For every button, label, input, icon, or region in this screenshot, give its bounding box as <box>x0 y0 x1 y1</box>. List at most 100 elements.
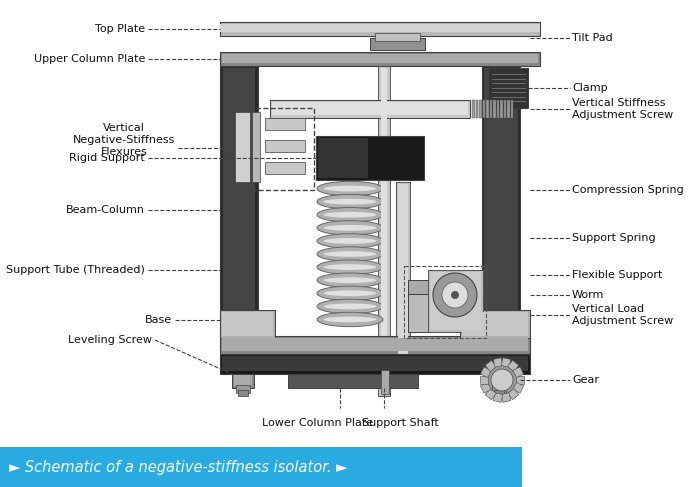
Bar <box>381 68 387 394</box>
Bar <box>513 382 524 393</box>
Bar <box>396 182 410 360</box>
Bar <box>220 66 258 336</box>
Bar <box>238 390 248 396</box>
Bar <box>223 68 255 334</box>
Bar <box>430 272 481 330</box>
Ellipse shape <box>317 207 383 222</box>
Bar <box>408 294 478 332</box>
Text: Leveling Screw: Leveling Screw <box>68 335 152 345</box>
Bar <box>508 360 519 372</box>
Bar <box>480 382 491 393</box>
Ellipse shape <box>323 303 377 309</box>
Ellipse shape <box>323 277 377 283</box>
Bar <box>480 367 491 377</box>
Bar <box>482 66 520 336</box>
Text: Rigid Support: Rigid Support <box>69 153 145 163</box>
Text: Support Shaft: Support Shaft <box>362 418 438 428</box>
Bar <box>220 24 540 32</box>
Bar <box>236 385 250 393</box>
Bar <box>484 68 518 334</box>
Ellipse shape <box>323 225 377 231</box>
Text: Worm: Worm <box>572 290 604 300</box>
Bar <box>404 266 486 338</box>
Bar <box>220 354 530 374</box>
Bar <box>318 138 368 178</box>
Bar <box>272 102 468 115</box>
Circle shape <box>484 362 520 398</box>
Bar <box>482 100 485 118</box>
Text: Support Spring: Support Spring <box>572 233 656 243</box>
Ellipse shape <box>317 181 383 196</box>
Text: Lower Column Plate: Lower Column Plate <box>262 418 374 428</box>
Ellipse shape <box>317 273 383 287</box>
Bar <box>494 390 504 396</box>
Bar <box>265 140 305 152</box>
Text: Beam-Column: Beam-Column <box>66 205 145 215</box>
Bar <box>222 54 538 63</box>
Text: Clamp: Clamp <box>572 83 608 93</box>
Text: Compression Spring: Compression Spring <box>572 185 684 195</box>
Bar <box>220 310 275 338</box>
Bar <box>222 312 273 336</box>
Bar <box>378 66 390 396</box>
Bar <box>232 374 254 388</box>
Bar <box>288 374 418 388</box>
Bar <box>408 280 478 294</box>
Bar <box>428 270 483 332</box>
Text: Tilt Pad: Tilt Pad <box>572 33 612 43</box>
Circle shape <box>451 291 459 299</box>
Bar <box>494 393 503 402</box>
Bar <box>486 100 489 118</box>
Ellipse shape <box>323 199 377 205</box>
Bar <box>265 118 305 130</box>
Bar <box>479 100 482 118</box>
Bar <box>485 389 496 400</box>
Bar <box>494 357 503 367</box>
Ellipse shape <box>317 221 383 235</box>
Ellipse shape <box>323 264 377 270</box>
Ellipse shape <box>317 286 383 300</box>
Bar <box>496 100 499 118</box>
Bar <box>462 312 528 336</box>
Bar <box>222 356 528 371</box>
Bar <box>492 385 506 393</box>
Bar <box>234 375 252 386</box>
Bar <box>485 360 496 372</box>
Bar <box>472 100 475 118</box>
Ellipse shape <box>317 299 383 314</box>
Bar <box>490 375 508 386</box>
Circle shape <box>433 273 477 317</box>
Text: Upper Column Plate: Upper Column Plate <box>34 54 145 64</box>
Bar <box>398 184 408 358</box>
Bar <box>270 100 470 118</box>
Ellipse shape <box>317 234 383 248</box>
Bar <box>460 310 530 338</box>
Text: Flexible Support: Flexible Support <box>572 270 662 280</box>
Text: Gear: Gear <box>572 375 599 385</box>
Text: Vertical
Negative-Stiffness
Flexures: Vertical Negative-Stiffness Flexures <box>73 123 175 157</box>
Bar <box>507 100 510 118</box>
Bar <box>220 22 540 36</box>
Bar <box>381 370 389 394</box>
Bar <box>480 376 488 384</box>
Ellipse shape <box>317 247 383 261</box>
Bar <box>503 100 506 118</box>
Bar <box>501 393 511 402</box>
Text: Top Plate: Top Plate <box>95 24 145 34</box>
Bar <box>265 162 305 174</box>
Ellipse shape <box>323 290 377 296</box>
Bar <box>489 100 492 118</box>
Bar <box>370 38 425 50</box>
Ellipse shape <box>317 194 383 209</box>
Bar <box>500 100 503 118</box>
Bar <box>375 33 420 41</box>
Bar <box>235 112 250 182</box>
Bar <box>475 100 478 118</box>
Text: Vertical Load
Adjustment Screw: Vertical Load Adjustment Screw <box>572 304 673 326</box>
Bar <box>316 136 424 180</box>
Bar <box>488 68 528 108</box>
Ellipse shape <box>323 238 377 244</box>
Bar <box>513 367 524 377</box>
Bar <box>493 100 496 118</box>
Text: Base: Base <box>145 315 172 325</box>
